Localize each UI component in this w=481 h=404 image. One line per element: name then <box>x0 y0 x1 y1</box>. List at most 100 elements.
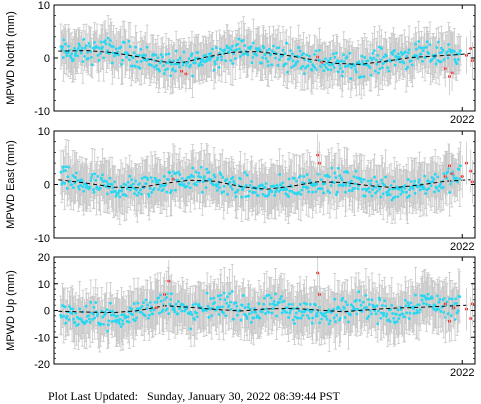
data-point <box>342 53 346 57</box>
data-point <box>368 66 372 70</box>
data-point <box>168 171 172 175</box>
data-point <box>258 48 262 52</box>
data-point <box>363 56 367 59</box>
data-point <box>263 185 267 189</box>
data-point <box>359 75 363 79</box>
data-point <box>158 178 161 182</box>
data-point <box>248 47 252 51</box>
data-point <box>455 176 458 180</box>
data-point <box>247 194 250 198</box>
data-point <box>309 60 312 64</box>
data-point <box>370 194 374 198</box>
data-point <box>407 48 411 52</box>
data-point <box>128 188 132 192</box>
data-point <box>348 184 352 188</box>
data-point <box>377 71 380 75</box>
data-point <box>432 190 436 194</box>
data-point <box>284 62 288 66</box>
data-point <box>434 62 438 66</box>
data-point <box>155 64 158 67</box>
data-point <box>287 195 290 199</box>
data-point <box>425 188 429 192</box>
data-point <box>384 175 388 179</box>
data-point <box>405 54 409 58</box>
data-point <box>376 53 380 57</box>
data-point <box>277 189 281 193</box>
data-point <box>270 190 274 193</box>
data-point <box>151 52 155 56</box>
data-point <box>360 54 364 58</box>
data-point <box>386 190 390 193</box>
data-point <box>264 57 268 60</box>
y-tick-label: 0 <box>44 180 50 192</box>
data-point <box>66 51 70 55</box>
data-point <box>110 183 114 186</box>
data-point <box>344 190 347 194</box>
data-point <box>194 170 198 174</box>
data-point <box>269 53 273 56</box>
data-point <box>313 52 316 56</box>
data-point <box>118 195 122 199</box>
data-point <box>403 187 407 190</box>
data-point <box>77 42 81 46</box>
data-point <box>343 170 346 174</box>
data-point <box>295 179 298 183</box>
data-point <box>229 48 233 52</box>
data-point <box>261 183 264 187</box>
data-point <box>399 192 403 196</box>
data-point <box>392 48 396 52</box>
data-point <box>255 53 259 57</box>
data-point <box>319 178 323 182</box>
data-point <box>399 50 403 54</box>
data-point <box>128 174 132 178</box>
data-point <box>174 49 178 53</box>
data-point <box>405 190 409 194</box>
data-point <box>354 70 358 74</box>
data-point <box>382 55 386 59</box>
data-point <box>64 42 67 46</box>
data-point <box>154 53 158 57</box>
data-point <box>406 178 410 181</box>
data-point <box>380 66 384 70</box>
data-point <box>84 44 88 47</box>
data-point <box>456 180 459 184</box>
data-point <box>140 192 143 196</box>
data-point <box>381 192 385 196</box>
data-point <box>209 178 213 181</box>
data-point <box>349 66 353 70</box>
data-point <box>153 59 157 63</box>
data-point <box>336 70 340 74</box>
data-point <box>391 52 395 56</box>
data-point <box>70 52 74 56</box>
data-point <box>169 74 173 78</box>
data-point <box>113 189 117 193</box>
data-point <box>335 190 339 194</box>
data-point <box>359 177 363 181</box>
data-point <box>299 192 303 196</box>
data-point <box>88 45 92 48</box>
data-point <box>375 62 379 66</box>
data-point <box>225 46 229 50</box>
data-point <box>213 60 217 64</box>
data-point <box>322 191 326 195</box>
data-point <box>290 190 294 193</box>
data-point <box>439 46 443 50</box>
data-point <box>63 181 67 185</box>
data-point <box>231 62 235 65</box>
data-point <box>268 47 271 51</box>
data-point <box>340 74 344 78</box>
data-point <box>127 39 131 43</box>
data-point <box>179 183 183 187</box>
data-point <box>404 50 407 54</box>
data-point <box>74 171 78 175</box>
data-point <box>332 66 336 69</box>
data-point <box>447 43 451 46</box>
data-point <box>165 190 169 194</box>
data-point <box>305 173 309 177</box>
observation-points <box>59 164 462 202</box>
data-point <box>328 175 331 179</box>
data-point <box>67 165 70 169</box>
data-point <box>124 183 128 187</box>
data-point <box>433 56 436 59</box>
data-point <box>156 56 160 60</box>
